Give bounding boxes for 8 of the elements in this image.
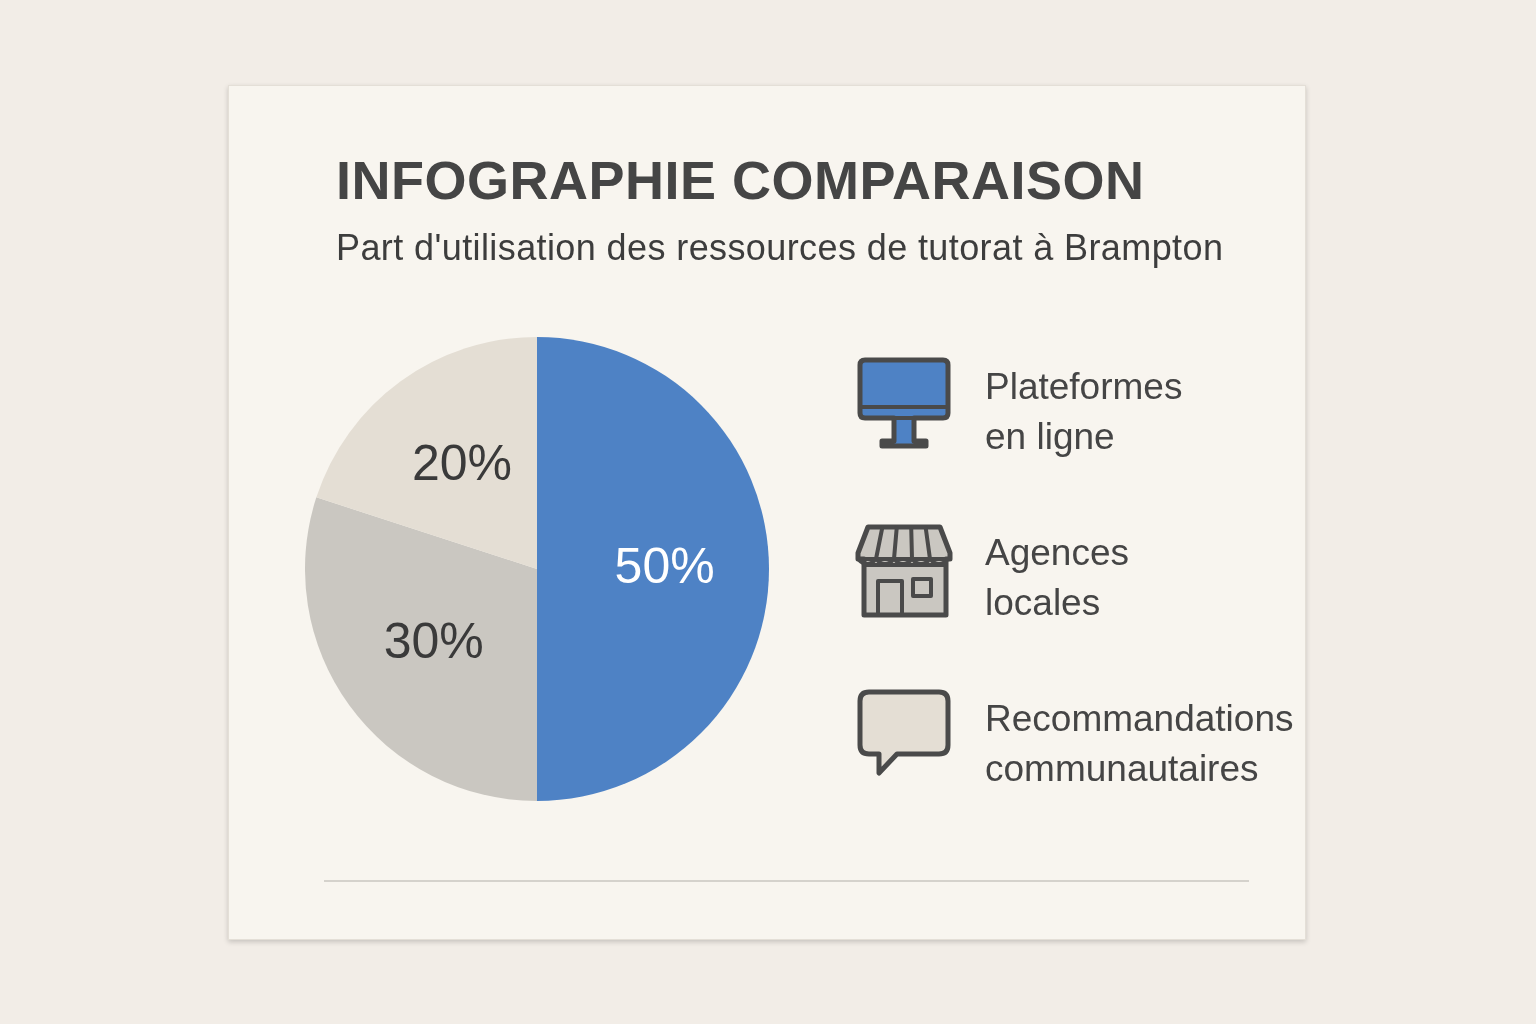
legend-label: Recommandations communautaires xyxy=(985,697,1294,791)
legend-label: Agences locales xyxy=(985,531,1130,625)
data-label: 20% xyxy=(411,434,513,491)
data-label: 30% xyxy=(383,612,484,669)
data-label: 50% xyxy=(614,537,715,594)
legend-label: Plateformes en ligne xyxy=(985,365,1184,459)
chart-subtitle: Part d'utilisation des ressources de tutorat à Brampton xyxy=(336,227,1224,268)
chart-title: INFOGRAPHIE COMPARAISON xyxy=(336,150,1145,210)
